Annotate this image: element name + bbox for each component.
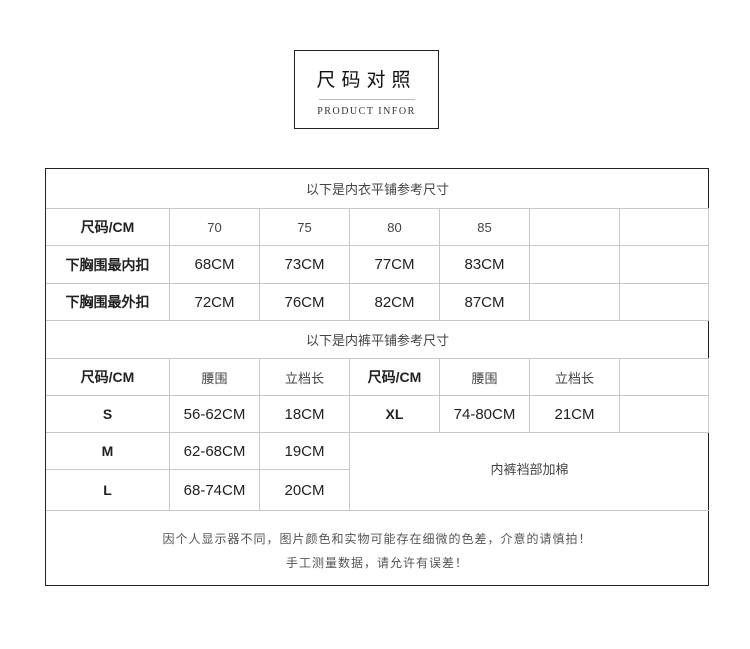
table-cell xyxy=(530,246,620,284)
disclaimer-line: 手工测量数据，请允许有误差！ xyxy=(285,556,468,570)
header-cell: 尺码/CM xyxy=(350,359,440,396)
table-cell: XL xyxy=(350,396,440,433)
table-cell xyxy=(620,246,709,284)
table-cell: 68-74CM xyxy=(170,470,260,511)
table-cell: 73CM xyxy=(260,246,350,284)
header-cell: 腰围 xyxy=(440,359,530,396)
header-cell: 85 xyxy=(440,209,530,246)
header-cell: 70 xyxy=(170,209,260,246)
merged-note-cell: 内裤裆部加棉 xyxy=(350,433,709,511)
header-cell xyxy=(620,359,709,396)
disclaimer-line: 因个人显示器不同，图片颜色和实物可能存在细微的色差，介意的请慎拍！ xyxy=(162,532,592,546)
table-cell: 83CM xyxy=(440,246,530,284)
title-divider xyxy=(318,99,415,100)
header-cell: 立档长 xyxy=(260,359,350,396)
table-cell: 下胸围最内扣 xyxy=(46,246,170,284)
table-cell: M xyxy=(46,433,170,470)
table-cell: 87CM xyxy=(440,284,530,321)
table-cell: 77CM xyxy=(350,246,440,284)
table-cell: 18CM xyxy=(260,396,350,433)
table-cell: 下胸围最外扣 xyxy=(46,284,170,321)
header-cell: 尺码/CM xyxy=(46,209,170,246)
table-cell: S xyxy=(46,396,170,433)
size-table: 以下是内衣平铺参考尺寸 尺码/CM 70 75 80 85 下胸围最内扣 68CM 73CM 77… xyxy=(45,168,709,586)
header-cell: 尺码/CM xyxy=(46,359,170,396)
table-cell: 74-80CM xyxy=(440,396,530,433)
table-cell: 68CM xyxy=(170,246,260,284)
table-cell: 56-62CM xyxy=(170,396,260,433)
table-cell: 82CM xyxy=(350,284,440,321)
title-cn: 尺码对照 xyxy=(316,69,417,91)
title-en: PRODUCT INFOR xyxy=(317,106,416,117)
table-cell xyxy=(530,284,620,321)
title-box: 尺码对照 PRODUCT INFOR xyxy=(294,50,439,129)
bra-caption: 以下是内衣平铺参考尺寸 xyxy=(46,169,709,209)
header-cell: 腰围 xyxy=(170,359,260,396)
table-cell: 19CM xyxy=(260,433,350,470)
table-cell: 62-68CM xyxy=(170,433,260,470)
table-cell: L xyxy=(46,470,170,511)
header-cell: 75 xyxy=(260,209,350,246)
table-cell: 76CM xyxy=(260,284,350,321)
table-cell: 72CM xyxy=(170,284,260,321)
header-cell xyxy=(530,209,620,246)
table-cell xyxy=(620,396,709,433)
header-cell xyxy=(620,209,709,246)
table-cell: 20CM xyxy=(260,470,350,511)
header-cell: 立档长 xyxy=(530,359,620,396)
header-cell: 80 xyxy=(350,209,440,246)
briefs-caption: 以下是内裤平铺参考尺寸 xyxy=(46,321,709,359)
table-cell: 21CM xyxy=(530,396,620,433)
table-cell xyxy=(620,284,709,321)
